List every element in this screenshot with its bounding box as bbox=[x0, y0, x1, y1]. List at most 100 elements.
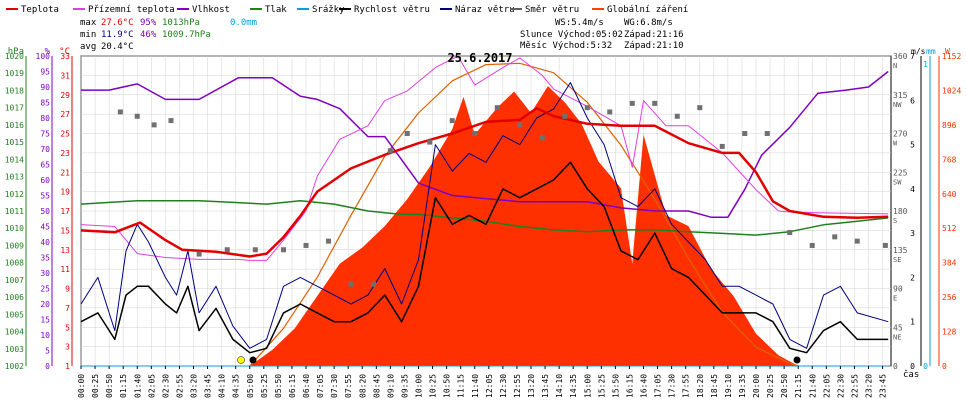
wind-dir-tick-label: 180 bbox=[893, 207, 908, 216]
series-line-vlhkost bbox=[81, 70, 889, 218]
pressure-tick-label: 1020 bbox=[5, 52, 24, 61]
pressure-tick-label: 1007 bbox=[5, 276, 24, 285]
wind-direction-point bbox=[168, 118, 174, 124]
temperature-unit-label: °C bbox=[59, 47, 70, 57]
temperature-tick-label: 19 bbox=[60, 188, 70, 197]
radiation-series bbox=[249, 86, 799, 366]
x-tick-label: 13:20 bbox=[527, 374, 536, 398]
humidity-unit-label: % bbox=[45, 47, 51, 57]
wind-direction-point bbox=[832, 234, 838, 240]
temperature-tick-label: 13 bbox=[60, 246, 70, 255]
wind-direction-point bbox=[252, 247, 258, 253]
wind-direction-point bbox=[387, 148, 393, 154]
temperature-tick-label: 11 bbox=[60, 265, 70, 274]
wind-gust-stat: WG:6.8m/s bbox=[624, 18, 673, 28]
pressure-tick-label: 1009 bbox=[5, 241, 24, 250]
x-tick-label: 08:20 bbox=[358, 374, 367, 398]
x-tick-label: 22:55 bbox=[850, 374, 859, 398]
wind-direction-points bbox=[117, 100, 888, 287]
radiation-area bbox=[249, 86, 799, 366]
x-tick-label: 22:30 bbox=[836, 374, 845, 398]
x-tick-label: 05:25 bbox=[260, 374, 269, 398]
humidity-tick-label: 10 bbox=[40, 331, 50, 340]
legend-label-smer-vetru: Směr větru bbox=[525, 5, 579, 15]
temperature-tick-label: 5 bbox=[65, 323, 70, 332]
x-tick-label: 19:10 bbox=[724, 374, 733, 398]
legend-label-rychlost-vetru: Rychlost větru bbox=[354, 5, 430, 15]
wind-direction-point bbox=[882, 242, 888, 248]
pressure-tick-label: 1006 bbox=[5, 293, 24, 302]
temperature-tick-label: 3 bbox=[65, 343, 70, 352]
x-tick-label: 12:30 bbox=[499, 374, 508, 398]
radiation-tick-label: 768 bbox=[942, 155, 957, 164]
humidity-tick-label: 70 bbox=[40, 145, 50, 154]
x-tick-label: 05:00 bbox=[246, 374, 255, 398]
wind-speed-tick-label: 4 bbox=[910, 185, 915, 194]
wind-direction-point bbox=[742, 131, 748, 136]
series-line-tlak bbox=[80, 199, 889, 236]
x-tick-label: 11:40 bbox=[471, 374, 480, 398]
legend-label-teplota: Teplota bbox=[21, 5, 59, 15]
radiation-tick-label: 896 bbox=[942, 121, 957, 130]
pressure-tick-label: 1018 bbox=[5, 86, 24, 95]
wind-direction-point bbox=[607, 109, 613, 115]
max-humidity: 95% bbox=[140, 18, 157, 28]
x-tick-label: 04:35 bbox=[232, 374, 241, 398]
temperature-tick-label: 7 bbox=[65, 304, 70, 313]
wind-direction-point bbox=[809, 242, 815, 248]
temperature-tick-label: 23 bbox=[60, 149, 70, 158]
pressure-tick-label: 1003 bbox=[5, 345, 24, 354]
humidity-tick-label: 45 bbox=[40, 223, 50, 232]
x-tick-label: 03:45 bbox=[204, 374, 213, 398]
pressure-tick-label: 1005 bbox=[5, 310, 24, 319]
x-tick-label: 02:30 bbox=[161, 374, 170, 398]
x-tick-label: 03:20 bbox=[190, 374, 199, 398]
avg-label: avg bbox=[80, 42, 96, 52]
min-label: min bbox=[80, 30, 96, 40]
wind-direction-point bbox=[303, 242, 309, 248]
series-line-naraz-vetru bbox=[80, 82, 889, 349]
wind-dir-tick-label: 360 bbox=[893, 52, 908, 61]
wind-direction-point bbox=[449, 118, 455, 124]
moonrise-marker bbox=[249, 356, 257, 364]
wind-direction-point bbox=[539, 135, 545, 141]
wind-direction-point bbox=[787, 230, 793, 236]
wind-direction-point bbox=[371, 281, 376, 287]
wind-speed-tick-label: 5 bbox=[910, 141, 915, 150]
x-tick-label: 05:50 bbox=[274, 374, 283, 398]
wind-dir-tick-sublabel: E bbox=[893, 295, 897, 303]
moon-times: Měsíc Východ:5:32 bbox=[520, 41, 612, 51]
legend-label-prizemni-teplota: Přízemní teplota bbox=[88, 5, 175, 15]
wind-direction-point bbox=[584, 105, 590, 111]
moon-set: Západ:21:10 bbox=[624, 41, 684, 51]
temperature-tick-label: 33 bbox=[60, 52, 70, 61]
x-tick-label: 15:50 bbox=[611, 374, 620, 398]
pressure-tick-label: 1019 bbox=[5, 69, 24, 78]
temperature-tick-label: 27 bbox=[60, 110, 70, 119]
wind-speed-tick-label: 6 bbox=[910, 96, 915, 105]
x-tick-label: 04:10 bbox=[218, 374, 227, 398]
temperature-tick-label: 31 bbox=[60, 71, 70, 80]
radiation-tick-label: 1024 bbox=[942, 86, 961, 95]
sun-set: Západ:21:16 bbox=[624, 30, 684, 40]
x-tick-label: 17:55 bbox=[682, 374, 691, 398]
x-tick-label: 15:00 bbox=[583, 374, 592, 398]
sunset-marker bbox=[793, 356, 801, 364]
pressure-unit-label: hPa bbox=[8, 47, 24, 57]
humidity-tick-label: 55 bbox=[40, 192, 50, 201]
wind-direction-point bbox=[629, 100, 635, 106]
pressure-tick-label: 1011 bbox=[5, 207, 24, 216]
x-tick-label: 20:25 bbox=[766, 374, 775, 398]
x-tick-label: 14:10 bbox=[555, 374, 564, 398]
min-pressure: 1009.7hPa bbox=[162, 30, 211, 40]
x-tick-label: 23:45 bbox=[879, 374, 888, 398]
x-tick-label: 07:05 bbox=[316, 374, 325, 398]
x-tick-label: 18:45 bbox=[710, 374, 719, 398]
radiation-tick-label: 640 bbox=[942, 190, 957, 199]
humidity-tick-label: 100 bbox=[36, 52, 51, 61]
humidity-tick-label: 20 bbox=[40, 300, 50, 309]
x-tick-label: 12:05 bbox=[485, 374, 494, 398]
wind-direction-point bbox=[196, 251, 202, 257]
wind-dir-tick-sublabel: SE bbox=[893, 256, 901, 264]
